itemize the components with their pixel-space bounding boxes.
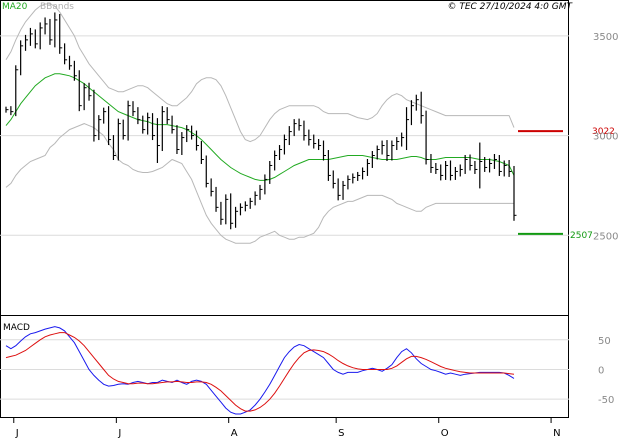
x-axis-label: A <box>231 428 238 439</box>
x-axis-label: J <box>117 428 121 439</box>
macd-y-tick-label: -50 <box>598 395 614 406</box>
macd-line <box>5 326 515 415</box>
legend-bbands: BBands <box>40 2 74 12</box>
chart-frame <box>0 0 569 418</box>
x-axis-label: S <box>338 428 344 439</box>
x-axis-label: J <box>15 428 19 439</box>
x-axis-label: O <box>441 428 449 439</box>
resistance-label: 3022 <box>592 127 615 137</box>
ma20-line <box>5 73 515 181</box>
x-axis-label: N <box>553 428 560 439</box>
bbands-lower-line <box>5 123 514 244</box>
macd-y-axis: 50 0 -50 <box>598 336 614 406</box>
price-y-tick-label: 2500 <box>593 231 618 242</box>
macd-y-tick-label: 0 <box>598 365 604 376</box>
price-y-tick-label: 3500 <box>593 32 618 43</box>
macd-pane-label: MACD <box>3 323 30 333</box>
price-y-tick-label: 3000 <box>593 132 618 143</box>
price-y-axis: 3500 3000 2500 <box>593 32 618 242</box>
bbands-upper-line <box>5 3 515 143</box>
support-label: 2507 <box>570 231 593 241</box>
copyright-text: © TEC 27/10/2024 4:0 GMT <box>447 2 573 12</box>
macd-signal-line <box>5 332 515 412</box>
macd-gridlines <box>0 339 569 400</box>
legend-ma20: MA20 <box>2 2 28 12</box>
price-bars <box>5 12 517 230</box>
macd-y-tick-label: 50 <box>598 336 611 347</box>
